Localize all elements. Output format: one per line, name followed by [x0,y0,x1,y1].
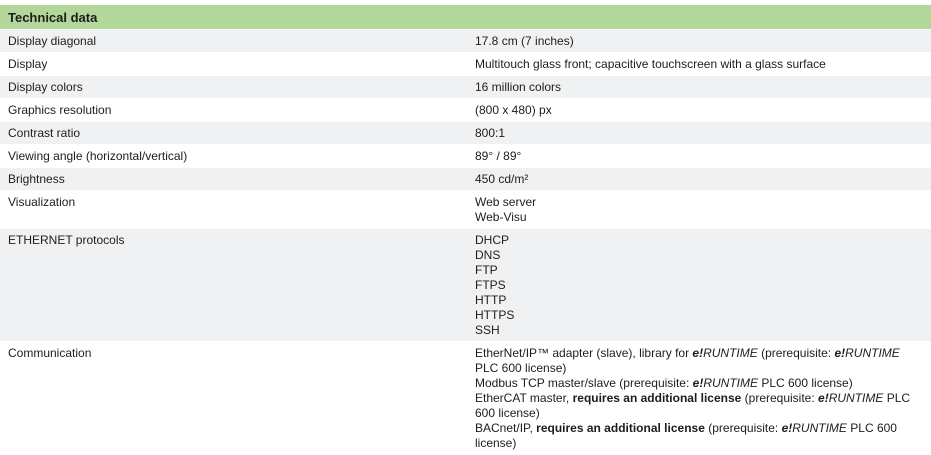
table-row: Viewing angle (horizontal/vertical) 89° /… [0,145,931,168]
value-line: 450 cd/m² [475,172,529,186]
value-line: EtherNet/IP™ adapter (slave), library fo… [475,346,900,375]
row-value: 89° / 89° [467,145,931,167]
row-label: Graphics resolution [8,103,112,117]
row-value: Multitouch glass front; capacitive touch… [467,53,931,75]
row-value: 800:1 [467,122,931,144]
row-label: Viewing angle (horizontal/vertical) [8,149,188,163]
row-label: Display diagonal [8,34,97,48]
row-label: Brightness [8,172,65,186]
table-row: Graphics resolution (800 x 480) px [0,99,931,122]
row-value: Web server Web-Visu [467,191,931,228]
value-line: 89° / 89° [475,149,522,163]
value-line: BACnet/IP, requires an additional licens… [475,421,897,450]
row-label: Contrast ratio [8,126,81,140]
row-label: ETHERNET protocols [8,233,125,247]
table-row: Display Multitouch glass front; capacitiv… [0,53,931,76]
table-row: Visualization Web server Web-Visu [0,191,931,229]
row-value: 450 cd/m² [467,168,931,190]
row-value: (800 x 480) px [467,99,931,121]
value-line: EtherCAT master, requires an additional … [475,391,911,420]
row-value: DHCP DNS FTP FTPS HTTP HTTPS SSH [467,229,931,341]
value-line: DNS [475,248,501,262]
row-value: 16 million colors [467,76,931,98]
row-value: 17.8 cm (7 inches) [467,30,931,52]
value-line: 17.8 cm (7 inches) [475,34,574,48]
table-header: Technical data [0,5,931,29]
row-value: EtherNet/IP™ adapter (slave), library fo… [467,342,931,454]
value-line: FTPS [475,278,506,292]
value-line: Web-Visu [475,210,527,224]
table-row: Brightness 450 cd/m² [0,168,931,191]
value-line: FTP [475,263,498,277]
row-label: Visualization [8,195,76,209]
table-row: Display diagonal 17.8 cm (7 inches) [0,30,931,53]
value-line: (800 x 480) px [475,103,552,117]
row-label: Display colors [8,80,83,94]
table-row: Communication EtherNet/IP™ adapter (slave… [0,342,931,455]
value-line: 16 million colors [475,80,562,94]
value-line: HTTPS [475,308,515,322]
value-line: 800:1 [475,126,506,140]
row-label: Display [8,57,48,71]
value-line: Modbus TCP master/slave (prerequisite: e… [475,376,853,390]
value-line: SSH [475,323,500,337]
table-title: Technical data [8,9,98,25]
table-body: Display diagonal 17.8 cm (7 inches) Displa… [0,30,931,455]
table-row: Contrast ratio 800:1 [0,122,931,145]
table-row: Display colors 16 million colors [0,76,931,99]
value-line: Web server [475,195,537,209]
value-line: DHCP [475,233,510,247]
value-line: HTTP [475,293,507,307]
table-row: ETHERNET protocols DHCP DNS FTP FTPS HTTP HTTP… [0,229,931,342]
value-line: Multitouch glass front; capacitive touch… [475,57,826,71]
row-label: Communication [8,346,92,360]
